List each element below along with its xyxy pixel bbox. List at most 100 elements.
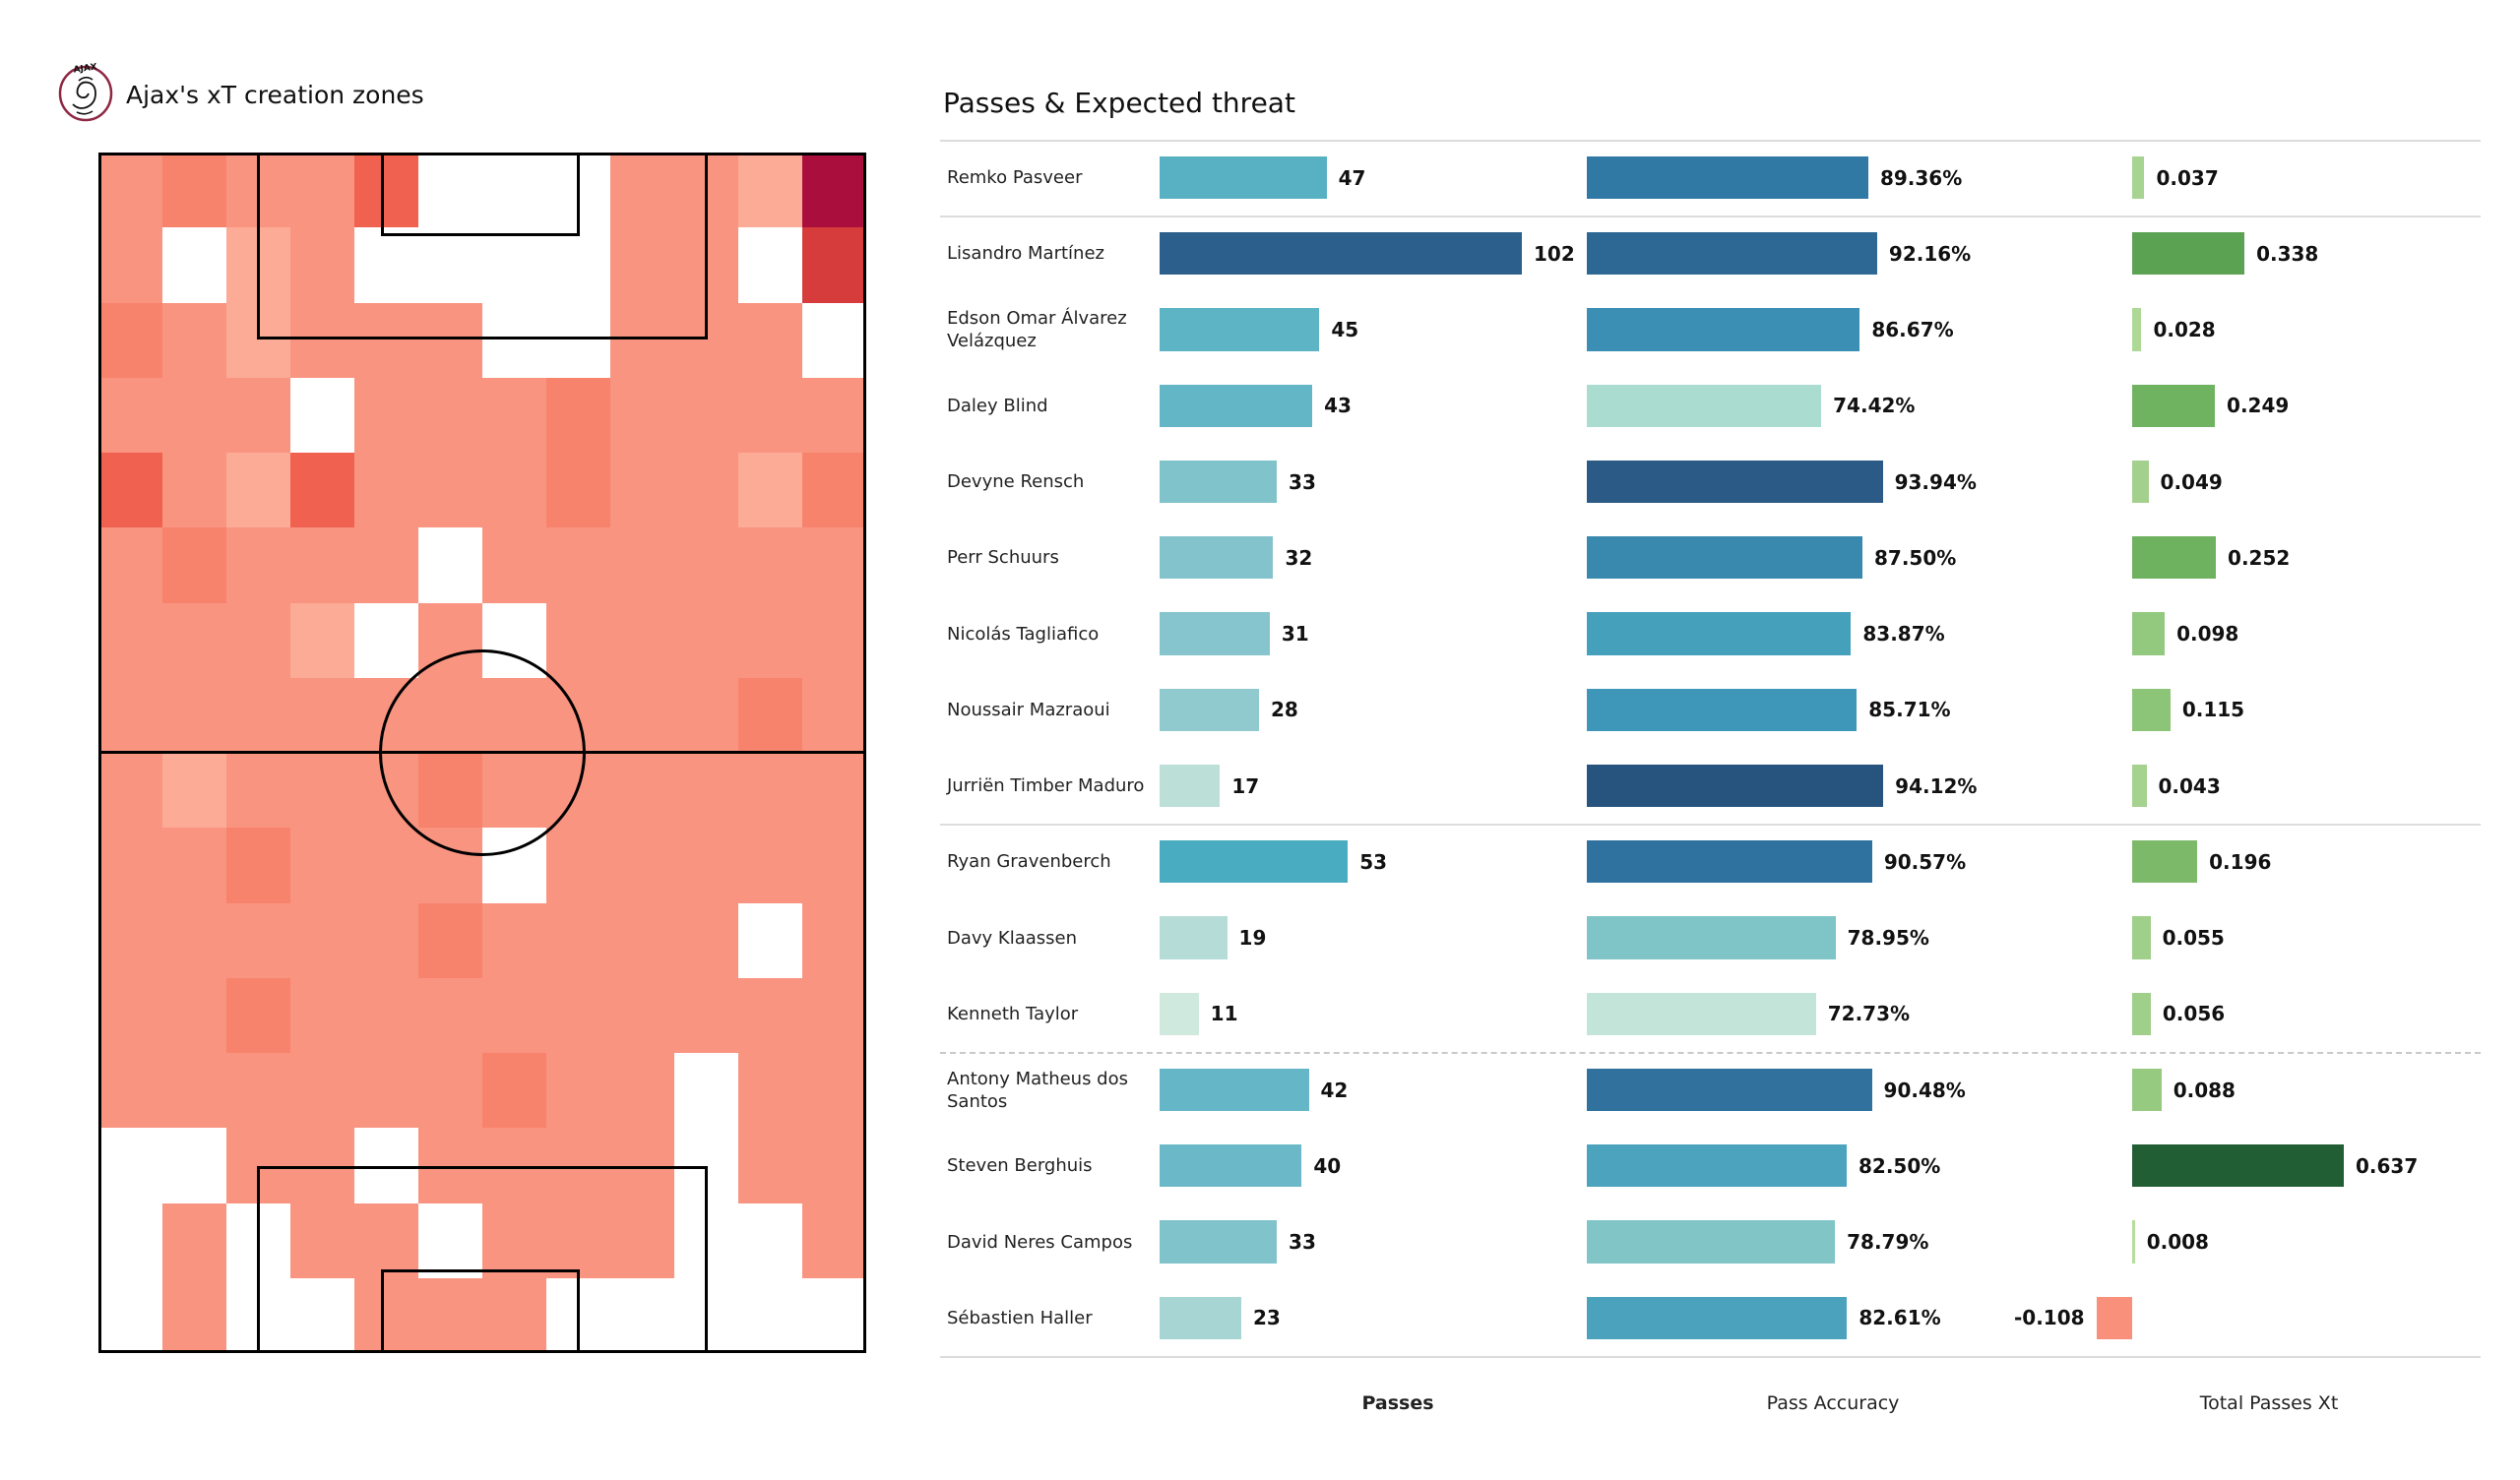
heat-cell (674, 1128, 738, 1203)
xt-value: -0.108 (2013, 1306, 2085, 1330)
heat-cell (674, 453, 738, 528)
passes-value: 28 (1271, 698, 1298, 722)
heat-cell (738, 753, 802, 829)
table-title: Passes & Expected threat (943, 87, 1295, 119)
heat-cell (610, 977, 674, 1053)
player-row: Lisandro Martínez 102 92.16% 0.338 (940, 216, 2481, 291)
heat-cell (610, 902, 674, 978)
heat-cell (226, 1053, 290, 1129)
axis-label-pass-accuracy: Pass Accuracy (1766, 1392, 1900, 1414)
heat-cell (482, 527, 546, 603)
heat-cell (738, 677, 802, 753)
passes-bar (1160, 460, 1278, 504)
heat-cell (482, 1053, 546, 1129)
player-row: Daley Blind 43 74.42% 0.249 (940, 368, 2481, 444)
heat-cell (738, 453, 802, 528)
heat-cell (162, 153, 226, 228)
heat-cell (354, 377, 418, 453)
heat-cell (674, 1277, 738, 1353)
passes-value: 17 (1231, 773, 1260, 798)
xt-value: 0.637 (2356, 1153, 2419, 1178)
passes-bar (1160, 1296, 1241, 1339)
heat-cell (546, 153, 610, 228)
xt-bar (2132, 460, 2149, 504)
heat-cell (98, 1128, 162, 1203)
heat-cell (354, 153, 418, 228)
heat-cell (674, 1053, 738, 1129)
heat-cell (354, 1053, 418, 1129)
heat-cell (546, 753, 610, 829)
heat-cell (162, 753, 226, 829)
xt-bar (2132, 612, 2166, 655)
heat-cell (162, 1277, 226, 1353)
heat-cell (610, 227, 674, 303)
passes-value: 19 (1238, 926, 1267, 951)
player-row: Antony Matheus dos Santos 42 90.48% 0.088 (940, 1052, 2481, 1128)
passes-value: 32 (1285, 545, 1313, 570)
heat-cell (354, 1277, 418, 1353)
player-name: Nicolás Tagliafico (947, 623, 1100, 645)
player-name: Perr Schuurs (947, 547, 1059, 569)
xt-bar (2096, 1296, 2132, 1339)
heat-cell (482, 1277, 546, 1353)
heat-cell (226, 828, 290, 903)
passes-bar (1160, 764, 1221, 808)
passes-bar (1160, 916, 1228, 959)
heat-cell (738, 527, 802, 603)
heat-cell (418, 453, 482, 528)
heat-cell (546, 1277, 610, 1353)
heat-cell (226, 977, 290, 1053)
heat-cell (226, 302, 290, 378)
heat-cell (802, 1202, 866, 1278)
heat-cell (290, 1277, 354, 1353)
player-name: Noussair Mazraoui (947, 699, 1110, 720)
xt-value: 0.008 (2146, 1230, 2209, 1255)
pass-accuracy-bar (1587, 1144, 1847, 1188)
player-row: Perr Schuurs 32 87.50% 0.252 (940, 520, 2481, 595)
pass-accuracy-value: 90.48% (1883, 1078, 1966, 1102)
heat-cell (418, 902, 482, 978)
heat-cell (802, 753, 866, 829)
heat-cell (610, 1277, 674, 1353)
heat-cell (354, 602, 418, 678)
heat-cell (290, 377, 354, 453)
pass-accuracy-bar (1587, 308, 1860, 351)
heat-cell (482, 602, 546, 678)
heat-cell (546, 828, 610, 903)
heat-cell (290, 302, 354, 378)
pass-accuracy-value: 92.16% (1888, 241, 1972, 266)
xt-bar (2132, 840, 2198, 884)
pass-accuracy-value: 82.50% (1858, 1153, 1941, 1178)
xt-value: 0.043 (2158, 773, 2221, 798)
pass-accuracy-bar (1587, 232, 1877, 276)
xt-bar (2132, 764, 2147, 808)
passes-value: 42 (1320, 1078, 1349, 1102)
heatmap-grid (98, 153, 866, 1353)
group-separator-dashed (940, 1052, 2481, 1054)
player-row: Edson Omar Álvarez Velázquez 45 86.67% 0.02… (940, 292, 2481, 368)
heat-cell (802, 153, 866, 228)
heat-cell (738, 1202, 802, 1278)
player-name: Davy Klaassen (947, 927, 1078, 949)
heat-cell (418, 828, 482, 903)
heat-cell (162, 453, 226, 528)
heat-cell (802, 453, 866, 528)
heat-cell (354, 1128, 418, 1203)
heat-cell (226, 453, 290, 528)
heat-cell (290, 227, 354, 303)
heat-cell (802, 1053, 866, 1129)
heat-cell (162, 302, 226, 378)
heat-cell (802, 828, 866, 903)
heat-cell (98, 677, 162, 753)
heat-cell (418, 1202, 482, 1278)
heat-cell (674, 828, 738, 903)
heat-cell (610, 602, 674, 678)
heat-cell (162, 677, 226, 753)
heat-cell (290, 828, 354, 903)
player-name: Edson Omar Álvarez Velázquez (947, 308, 1127, 352)
heat-cell (162, 1053, 226, 1129)
heat-cell (290, 1202, 354, 1278)
player-row: Jurriën Timber Maduro 17 94.12% 0.043 (940, 748, 2481, 824)
heat-cell (290, 527, 354, 603)
xt-bar (2132, 1220, 2135, 1264)
